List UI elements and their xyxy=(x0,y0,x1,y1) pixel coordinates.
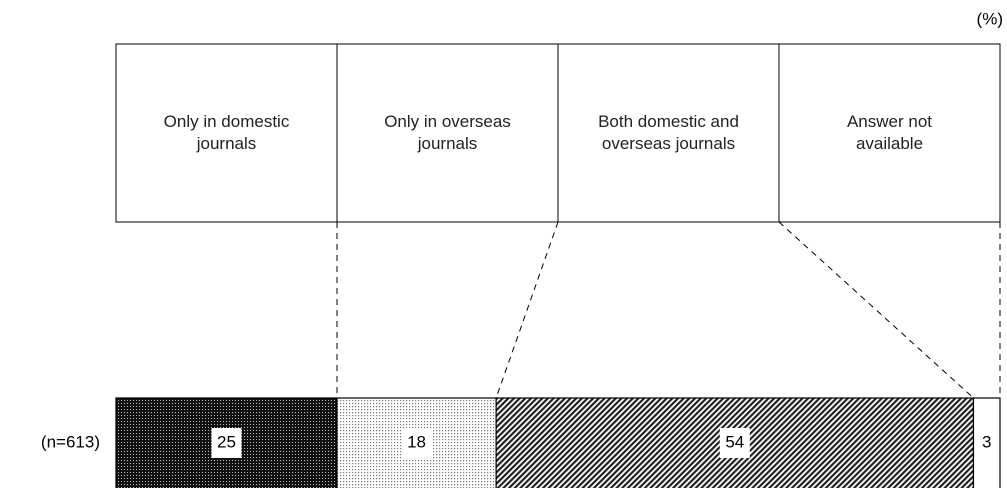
value-label: 54 xyxy=(725,432,744,451)
legend-label: Only in domestic journals xyxy=(163,112,290,153)
legend-label: Answer not available xyxy=(846,112,933,153)
value-label: 25 xyxy=(217,432,236,451)
value-label-bg xyxy=(719,428,750,458)
value-label: 3 xyxy=(982,432,991,451)
legend-label: Only in overseas journals xyxy=(384,112,511,153)
bar-segment xyxy=(972,397,1001,488)
value-label-bg xyxy=(211,428,242,458)
category-label: (n=613) xyxy=(41,432,100,451)
value-label: 18 xyxy=(407,432,426,451)
value-label-bg xyxy=(401,428,432,458)
unit-label: (%) xyxy=(977,9,1003,28)
legend-box xyxy=(778,43,1001,223)
connector xyxy=(778,221,974,399)
legend-label: Both domestic and overseas journals xyxy=(598,112,739,153)
connector xyxy=(495,221,559,399)
